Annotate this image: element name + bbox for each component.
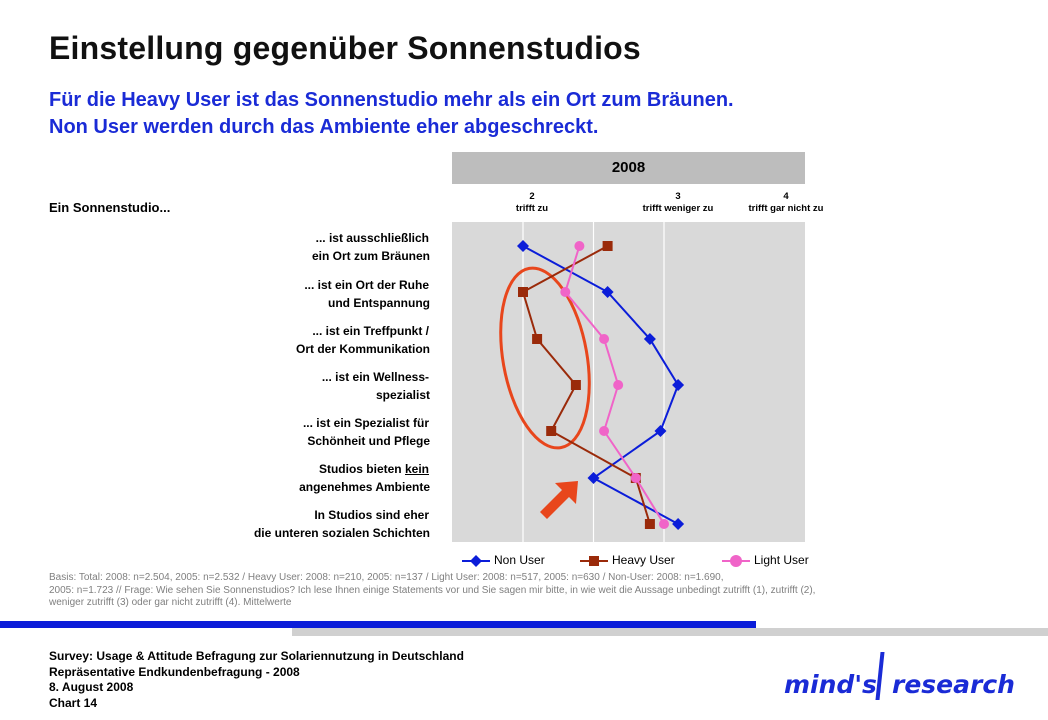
section-label: Ein Sonnenstudio... — [49, 200, 171, 215]
statement-line: ... ist ein Ort der Ruhe — [304, 278, 429, 292]
footer-line: Chart 14 — [49, 695, 98, 710]
scale-tick-value: 2 — [529, 191, 535, 202]
legend-swatch — [580, 555, 608, 566]
statement-line: ein Ort zum Bräunen — [311, 249, 430, 263]
legend-swatch — [462, 554, 490, 567]
page-subtitle: Für die Heavy User ist das Sonnenstudio … — [49, 87, 734, 141]
scale-tick-label: 2 trifft zu — [472, 191, 592, 215]
statement-label: ... ist ein Treffpunkt / Ort der Kommunik… — [170, 322, 430, 358]
legend-item: Light User — [722, 552, 809, 568]
legend-label: Light User — [754, 553, 809, 567]
scale-tick-label: 3 trifft weniger zu — [618, 191, 738, 215]
plot-area — [452, 222, 805, 542]
company-logo: mind's research — [784, 650, 1015, 700]
statement-line: In Studios sind eher — [314, 508, 429, 522]
logo-text-left: mind's — [784, 670, 877, 699]
footer-divider-blue — [0, 621, 756, 628]
statement-label: ... ist ausschließlich ein Ort zum Bräune… — [170, 229, 430, 265]
footer-line: 8. August 2008 — [49, 680, 134, 694]
legend-swatch — [722, 554, 750, 567]
basis-note: Basis: Total: 2008: n=2.504, 2005: n=2.5… — [49, 572, 1009, 610]
subtitle-line-1: Für die Heavy User ist das Sonnenstudio … — [49, 89, 734, 111]
legend-item: Heavy User — [580, 552, 675, 568]
scale-tick-value: 4 — [783, 191, 789, 202]
emphasis-word: kein — [404, 462, 429, 476]
year-header: 2008 — [452, 152, 805, 184]
statement-line: Ort der Kommunikation — [295, 342, 430, 356]
statement-label: ... ist ein Ort der Ruhe und Entspannung — [170, 276, 430, 312]
statement-label: ... ist ein Spezialist für Schönheit und … — [170, 414, 430, 450]
legend-label: Heavy User — [612, 553, 675, 567]
basis-line: weniger zutrifft (3) oder gar nicht zutr… — [49, 597, 292, 608]
statement-line: Studios bieten kein — [318, 462, 429, 476]
statement-line: ... ist ein Wellness- — [321, 370, 429, 384]
scale-tick-value: 3 — [675, 191, 681, 202]
footer-divider-grey — [292, 628, 1048, 636]
statement-line: und Entspannung — [328, 296, 430, 310]
statement-line: ... ist ein Treffpunkt / — [312, 324, 429, 338]
scale-tick-text: trifft zu — [515, 203, 549, 214]
statement-line: ... ist ein Spezialist für — [302, 416, 429, 430]
footer-line: Survey: Usage & Attitude Befragung zur S… — [49, 649, 464, 663]
statement-line: Schönheit und Pflege — [307, 434, 430, 448]
basis-line: Basis: Total: 2008: n=2.504, 2005: n=2.5… — [49, 572, 724, 583]
logo-text-right: research — [892, 670, 1015, 699]
legend-item: Non User — [462, 552, 545, 568]
page-title: Einstellung gegenüber Sonnenstudios — [49, 30, 641, 66]
statement-line: die unteren sozialen Schichten — [253, 526, 430, 540]
scale-tick-label: 4 trifft gar nicht zu — [726, 191, 846, 215]
statement-line: spezialist — [375, 388, 430, 402]
survey-footer: Survey: Usage & Attitude Befragung zur S… — [49, 649, 464, 711]
statement-label: ... ist ein Wellness-spezialist — [170, 368, 430, 404]
statement-line: angenehmes Ambiente — [299, 480, 430, 494]
legend-label: Non User — [494, 553, 545, 567]
basis-line: 2005: n=1.723 // Frage: Wie sehen Sie So… — [49, 584, 816, 596]
scale-tick-text: trifft gar nicht zu — [748, 203, 824, 214]
scale-tick-text: trifft weniger zu — [642, 203, 714, 214]
subtitle-line-2: Non User werden durch das Ambiente eher … — [49, 116, 599, 138]
footer-line: Repräsentative Endkundenbefragung - 2008 — [49, 664, 300, 679]
statement-line: ... ist ausschließlich — [315, 231, 429, 245]
statement-label: In Studios sind eher die unteren sozialen… — [170, 506, 430, 542]
statement-label: Studios bieten kein angenehmes Ambiente — [170, 460, 430, 496]
